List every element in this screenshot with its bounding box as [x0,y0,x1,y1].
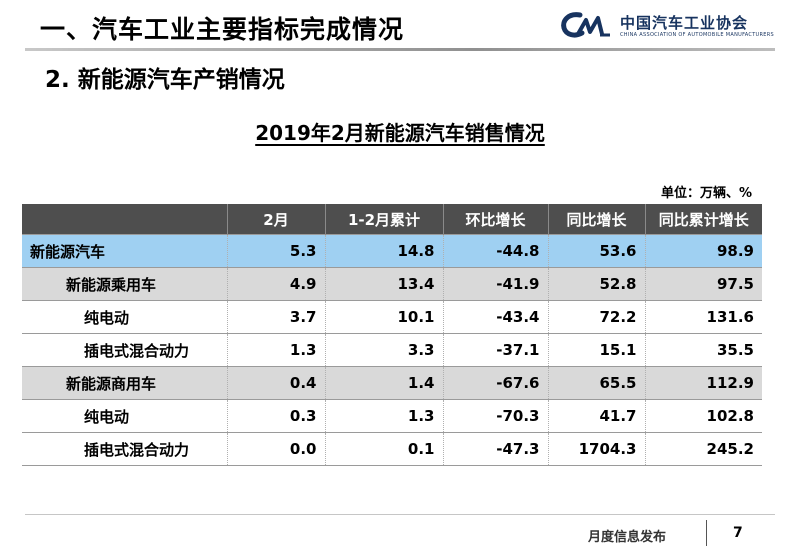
row-label: 插电式混合动力 [22,432,227,466]
page-number: 7 [733,525,743,541]
nev-sales-table: 2月 1-2月累计 环比增长 同比增长 同比累计增长 新能源汽车 5.3 14.… [22,204,762,466]
row-label: 新能源商用车 [22,366,227,400]
slide-header: 一、汽车工业主要指标完成情况 中国汽车工业协会 CHINA ASSOCIATIO… [0,0,800,51]
cell-cumulative: 10.1 [324,300,443,334]
cell-feb: 0.3 [226,399,325,433]
header-title: 一、汽车工业主要指标完成情况 [40,15,405,44]
cell-cumulative: 0.1 [324,432,443,466]
column-header-yoy-cumulative: 同比累计增长 [644,204,762,235]
cell-cumulative: 14.8 [324,234,443,268]
row-label: 插电式混合动力 [22,333,227,367]
cell-mom: -47.3 [442,432,548,466]
cell-yoy-cumulative: 245.2 [644,432,762,466]
cell-yoy: 52.8 [547,267,645,301]
cell-cumulative: 13.4 [324,267,443,301]
cell-yoy-cumulative: 112.9 [644,366,762,400]
cell-yoy-cumulative: 98.9 [644,234,762,268]
column-header-yoy: 同比增长 [547,204,645,235]
cell-yoy: 72.2 [547,300,645,334]
unit-note: 单位：万辆、% [660,186,752,201]
row-label: 纯电动 [22,399,227,433]
cell-feb: 0.4 [226,366,325,400]
row-label: 新能源汽车 [22,234,227,268]
cell-yoy-cumulative: 35.5 [644,333,762,367]
caam-logo-mark-icon [561,12,610,38]
cell-feb: 5.3 [226,234,325,268]
table-row: 新能源汽车 5.3 14.8 -44.8 53.6 98.9 [22,234,762,268]
cell-feb: 0.0 [226,432,325,466]
caam-logo: 中国汽车工业协会 CHINA ASSOCIATION OF AUTOMOBILE… [560,10,790,44]
cell-yoy: 1704.3 [547,432,645,466]
cell-mom: -37.1 [442,333,548,367]
column-header-feb: 2月 [226,204,325,235]
table-row: 插电式混合动力 1.3 3.3 -37.1 15.1 35.5 [22,333,762,367]
footer-text: 月度信息发布 [588,530,667,545]
cell-feb: 1.3 [226,333,325,367]
footer-separator [706,520,707,546]
row-label: 新能源乘用车 [22,267,227,301]
table-row: 新能源乘用车 4.9 13.4 -41.9 52.8 97.5 [22,267,762,301]
cell-mom: -67.6 [442,366,548,400]
table-title: 2019年2月新能源汽车销售情况 [255,121,545,145]
table-row: 插电式混合动力 0.0 0.1 -47.3 1704.3 245.2 [22,432,762,466]
cell-feb: 4.9 [226,267,325,301]
table-header-row: 2月 1-2月累计 环比增长 同比增长 同比累计增长 [22,204,762,235]
cell-cumulative: 1.3 [324,399,443,433]
cell-yoy-cumulative: 97.5 [644,267,762,301]
header-divider [25,48,775,51]
table-row: 纯电动 0.3 1.3 -70.3 41.7 102.8 [22,399,762,433]
table-row: 纯电动 3.7 10.1 -43.4 72.2 131.6 [22,300,762,334]
cell-yoy: 53.6 [547,234,645,268]
cell-feb: 3.7 [226,300,325,334]
footer-divider [25,514,775,515]
cell-yoy: 41.7 [547,399,645,433]
section-title: 2. 新能源汽车产销情况 [45,67,285,93]
cell-yoy-cumulative: 102.8 [644,399,762,433]
cell-cumulative: 3.3 [324,333,443,367]
cell-mom: -43.4 [442,300,548,334]
table-row: 新能源商用车 0.4 1.4 -67.6 65.5 112.9 [22,366,762,400]
logo-text-en: CHINA ASSOCIATION OF AUTOMOBILE MANUFACT… [620,32,774,38]
cell-yoy: 15.1 [547,333,645,367]
row-label: 纯电动 [22,300,227,334]
logo-text-cn: 中国汽车工业协会 [620,14,749,32]
column-header-label [22,204,227,235]
cell-mom: -41.9 [442,267,548,301]
cell-cumulative: 1.4 [324,366,443,400]
cell-mom: -70.3 [442,399,548,433]
column-header-cumulative: 1-2月累计 [324,204,443,235]
column-header-mom: 环比增长 [442,204,548,235]
cell-mom: -44.8 [442,234,548,268]
cell-yoy-cumulative: 131.6 [644,300,762,334]
cell-yoy: 65.5 [547,366,645,400]
